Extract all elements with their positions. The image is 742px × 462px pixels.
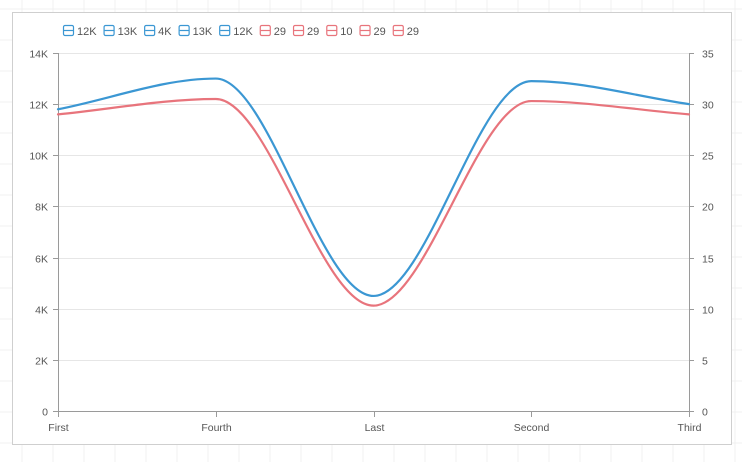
legend-item[interactable]: 4K xyxy=(144,24,173,39)
legend-item-label: 12K xyxy=(233,26,253,38)
legend-item[interactable]: 13K xyxy=(178,24,213,39)
legend-item-label: 13K xyxy=(118,26,138,38)
legend-item-label: 4K xyxy=(158,26,172,38)
legend-item-label: 13K xyxy=(193,26,213,38)
legend-item[interactable]: 12K xyxy=(219,24,254,39)
chart-panel xyxy=(12,12,732,445)
legend-item[interactable]: 29 xyxy=(359,24,386,39)
legend-item[interactable]: 29 xyxy=(392,24,419,39)
y-axis-left-labels: 0 2K 4K 6K 8K 10K 12K 14K xyxy=(29,49,48,419)
y-axis-right-labels: 0 5 10 15 20 25 30 35 xyxy=(702,49,714,419)
y-left-tick-label: 2K xyxy=(35,356,48,368)
y-left-tick-label: 0 xyxy=(42,407,48,419)
y-left-tick-label: 12K xyxy=(29,100,48,112)
series-layer xyxy=(56,77,691,307)
legend-item[interactable]: 29 xyxy=(259,24,286,39)
legend-item-label: 29 xyxy=(407,26,419,38)
y-left-tick-label: 8K xyxy=(35,202,48,214)
y-left-tick-label: 14K xyxy=(29,49,48,61)
legend-item-label: 10 xyxy=(340,26,352,38)
y-left-tick-label: 4K xyxy=(35,305,48,317)
plot-gridlines xyxy=(58,53,689,361)
y-right-tick-label: 10 xyxy=(702,305,714,317)
legend-item-label: 29 xyxy=(307,26,319,38)
legend-item-label: 29 xyxy=(374,26,386,38)
x-tick-label: Third xyxy=(678,422,702,434)
series-line-right-axis xyxy=(56,97,691,307)
y-right-tick-label: 0 xyxy=(702,407,708,419)
y-right-tick-label: 20 xyxy=(702,202,714,214)
legend: 12K 13K 4K 13K 12K 29 29 10 29 29 xyxy=(62,24,419,39)
legend-item[interactable]: 12K xyxy=(62,24,98,39)
legend-item[interactable]: 29 xyxy=(292,24,320,39)
y-right-tick-label: 5 xyxy=(702,356,708,368)
y-right-tick-label: 35 xyxy=(702,49,714,61)
legend-item-label: 12K xyxy=(77,26,97,38)
x-tick-label: First xyxy=(48,422,68,434)
chart-frame xyxy=(12,12,732,445)
y-left-tick-label: 10K xyxy=(29,151,48,163)
legend-item-label: 29 xyxy=(274,26,286,38)
y-right-tick-label: 30 xyxy=(702,100,714,112)
y-right-tick-label: 25 xyxy=(702,151,714,163)
x-tick-label: Last xyxy=(365,422,385,434)
x-tick-label: Second xyxy=(514,422,550,434)
x-tick-label: Fourth xyxy=(201,422,232,434)
x-axis-labels: First Fourth Last Second Third xyxy=(48,422,701,434)
legend-item[interactable]: 13K xyxy=(103,24,138,39)
legend-item[interactable]: 10 xyxy=(326,24,353,39)
axes xyxy=(53,53,694,417)
y-left-tick-label: 6K xyxy=(35,254,48,266)
series-line-left-axis xyxy=(56,77,691,298)
y-right-tick-label: 15 xyxy=(702,254,714,266)
